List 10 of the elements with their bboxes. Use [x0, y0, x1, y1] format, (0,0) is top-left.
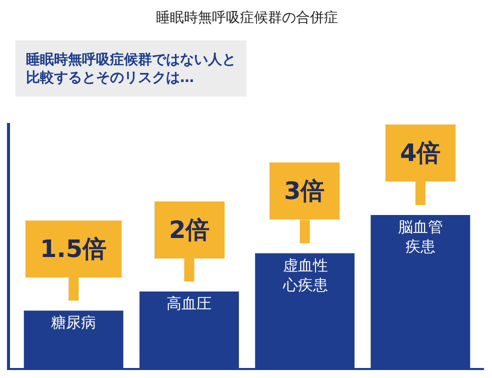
x-tick-label: 脳血管疾患 [398, 218, 443, 256]
data-label: 4倍 [400, 139, 441, 167]
chart-title: 睡眠時無呼吸症候群の合併症 [156, 10, 338, 26]
chart-subtitle: 睡眠時無呼吸症候群ではない人と比較するとそのリスクは… [26, 51, 236, 86]
x-tick-label: 糖尿病 [51, 314, 96, 332]
data-label: 1.5倍 [40, 235, 107, 263]
data-label: 2倍 [169, 216, 210, 244]
x-tick-label: 虚血性心疾患 [282, 256, 328, 294]
data-label: 3倍 [284, 177, 325, 205]
x-tick-label: 高血圧 [166, 294, 212, 312]
